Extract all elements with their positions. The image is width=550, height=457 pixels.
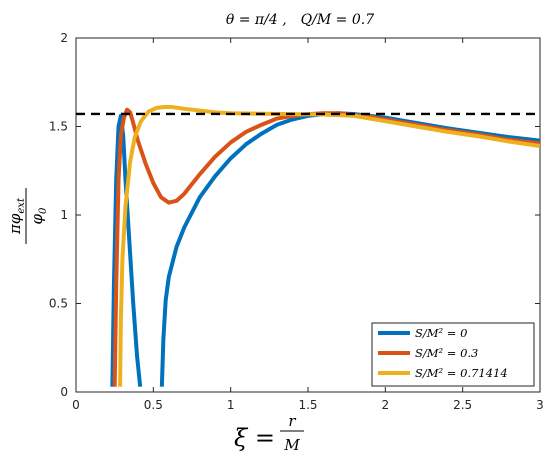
x-tick-label: 1 [227, 398, 235, 412]
legend-label-1: S/M² = 0.3 [415, 346, 478, 360]
series-lines [110, 105, 540, 387]
y-tick-label: 2 [60, 31, 68, 45]
svg-text:ξ =: ξ = [234, 424, 275, 452]
x-axis-label: ξ = r M [234, 412, 304, 454]
axis-tick-labels: 0 0.5 1 1.5 2 2.5 3 0 0.5 1 1.5 2 [49, 31, 544, 412]
x-tick-label: 2.5 [453, 398, 472, 412]
legend-label-2: S/M² = 0.71414 [415, 366, 508, 380]
y-tick-label: 1.5 [49, 120, 68, 134]
x-tick-label: 2 [382, 398, 390, 412]
y-axis-label: πφext φ0 [6, 188, 49, 244]
x-tick-label: 3 [536, 398, 544, 412]
series-line-2-seg-0 [118, 105, 540, 387]
y-tick-label: 0 [60, 385, 68, 399]
x-tick-label: 1.5 [298, 398, 317, 412]
y-tick-label: 1 [60, 208, 68, 222]
x-tick-label: 0 [72, 398, 80, 412]
legend: S/M² = 0 S/M² = 0.3 S/M² = 0.71414 [371, 322, 535, 387]
y-tick-label: 0.5 [49, 297, 68, 311]
svg-text:πφext: πφext [6, 197, 27, 235]
svg-text:r: r [288, 412, 296, 430]
chart-title: θ = π/4 , Q/M = 0.7 [226, 12, 374, 28]
legend-label-0: S/M² = 0 [415, 326, 467, 340]
series-line-0-seg-0 [110, 113, 143, 387]
axis-ticks [75, 37, 541, 393]
svg-text:φ0: φ0 [28, 207, 49, 225]
svg-text:M: M [283, 436, 300, 454]
x-tick-label: 0.5 [144, 398, 163, 412]
